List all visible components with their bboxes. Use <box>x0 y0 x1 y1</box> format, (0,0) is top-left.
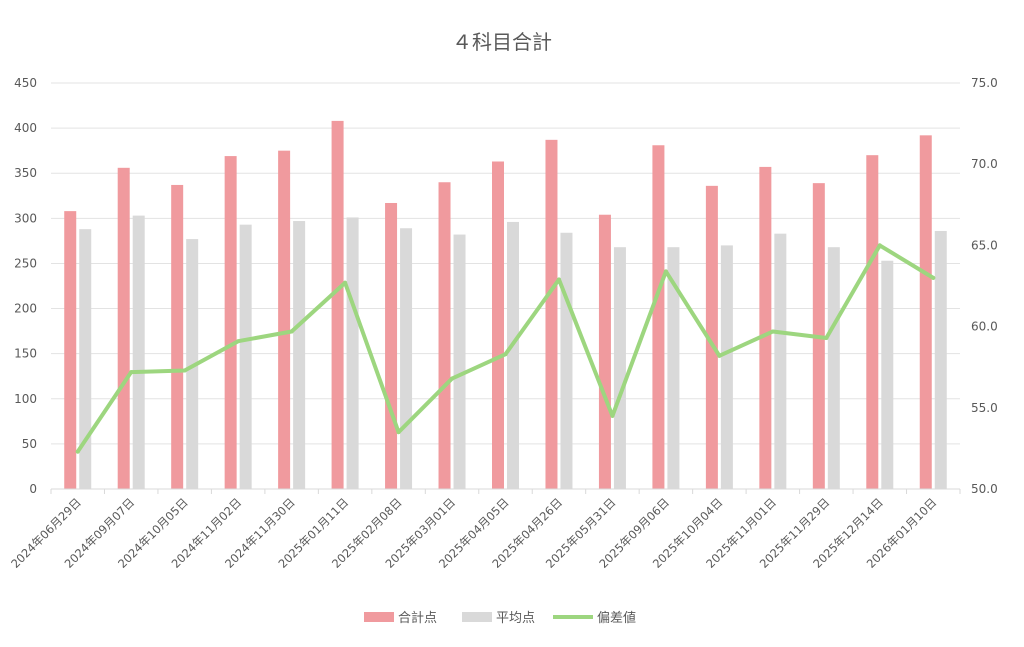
bar-total <box>652 145 665 489</box>
bar-average <box>79 229 92 489</box>
line-point <box>610 413 615 418</box>
y-right-tick-label: 55.0 <box>971 401 998 415</box>
line-point <box>556 277 561 282</box>
bar-total <box>171 184 184 489</box>
y-right-tick-label: 75.0 <box>971 76 998 90</box>
line-point <box>770 329 775 334</box>
bar-total <box>438 182 451 489</box>
y-left-tick-label: 300 <box>14 211 37 225</box>
line-point <box>450 376 455 381</box>
line-point <box>663 269 668 274</box>
bar-average <box>239 224 252 489</box>
bar-total <box>278 150 291 489</box>
bar-total <box>117 167 130 489</box>
line-point <box>717 353 722 358</box>
y-left-tick-label: 250 <box>14 256 37 270</box>
line-point <box>343 280 348 285</box>
legend-deviation: 偏差値 <box>553 610 636 626</box>
line-point <box>503 352 508 357</box>
y-left-tick-label: 150 <box>14 347 37 361</box>
bar-total <box>64 211 77 490</box>
bar-total <box>759 166 772 489</box>
legend-average: 平均点 <box>462 611 535 626</box>
bar-average <box>346 217 359 490</box>
legend-swatch <box>462 612 492 622</box>
bar-total <box>385 202 398 490</box>
line-layer <box>75 243 936 454</box>
bar-total <box>492 161 504 489</box>
bar-total <box>331 120 344 489</box>
bar-average <box>507 221 519 490</box>
y-left-tick-label: 100 <box>14 392 37 406</box>
bar-average <box>400 228 413 489</box>
bar-total <box>598 214 611 490</box>
bars-layer <box>64 120 947 490</box>
bar-average <box>293 221 306 490</box>
bar-average <box>613 247 626 489</box>
chart-title: ４科目合計 <box>452 30 552 54</box>
y-left-tick-label: 400 <box>14 121 37 135</box>
y-left-tick-label: 50 <box>22 437 37 451</box>
bar-total <box>224 156 237 489</box>
legend-total: 合計点 <box>364 610 437 626</box>
bar-average <box>560 232 573 489</box>
y-right-tick-label: 70.0 <box>971 157 998 171</box>
y-left-tick-label: 350 <box>14 166 37 180</box>
line-point <box>877 243 882 248</box>
line-point <box>931 275 936 280</box>
legend-label: 偏差値 <box>597 610 636 626</box>
bar-total <box>919 135 932 489</box>
legend-swatch <box>364 612 394 622</box>
bar-total <box>705 185 718 489</box>
bar-total <box>545 139 558 489</box>
bar-average <box>453 234 466 489</box>
bar-average <box>934 230 947 489</box>
legend-label: 平均点 <box>496 611 535 626</box>
y-right-tick-label: 60.0 <box>971 320 998 334</box>
bar-average <box>720 245 733 489</box>
line-point <box>396 430 401 435</box>
line-deviation <box>75 243 936 454</box>
bar-average <box>827 247 840 489</box>
bar-average <box>881 260 894 489</box>
y-right-tick-label: 65.0 <box>971 238 998 252</box>
y-left-tick-label: 0 <box>29 482 37 496</box>
line-point <box>129 370 134 375</box>
line-point <box>236 339 241 344</box>
bar-average <box>132 215 145 490</box>
grid-layer <box>51 82 960 445</box>
bar-average <box>667 247 680 489</box>
legend-label: 合計点 <box>398 610 437 626</box>
bar-average <box>774 233 787 489</box>
y-right-tick-label: 50.0 <box>971 482 998 496</box>
line-point <box>182 368 187 373</box>
y-left-tick-label: 200 <box>14 302 37 316</box>
line-point <box>75 449 80 454</box>
line-point <box>289 329 294 334</box>
y-left-tick-label: 450 <box>14 76 37 90</box>
bar-average <box>186 239 199 489</box>
line-point <box>824 335 829 340</box>
bar-total <box>866 155 879 489</box>
legend: 合計点 平均点 偏差値 <box>364 610 636 626</box>
